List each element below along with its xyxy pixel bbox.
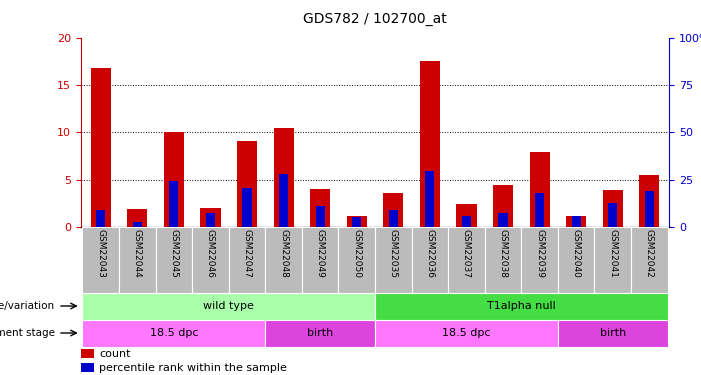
Text: GSM22049: GSM22049: [315, 229, 325, 278]
Text: development stage: development stage: [0, 328, 55, 338]
Text: count: count: [100, 350, 131, 359]
Bar: [375, 292, 667, 320]
Text: GSM22046: GSM22046: [206, 229, 215, 278]
Bar: [631, 227, 667, 292]
Bar: [420, 61, 440, 227]
Text: GSM22037: GSM22037: [462, 229, 471, 278]
Bar: [522, 227, 558, 292]
Bar: [170, 182, 179, 227]
Bar: [608, 203, 618, 227]
Bar: [192, 227, 229, 292]
Bar: [375, 320, 558, 346]
Bar: [119, 227, 156, 292]
Bar: [229, 227, 265, 292]
Text: GSM22040: GSM22040: [572, 229, 580, 278]
Text: GSM22039: GSM22039: [535, 229, 544, 278]
Bar: [156, 227, 192, 292]
Text: birth: birth: [599, 328, 626, 338]
Text: birth: birth: [307, 328, 333, 338]
Text: percentile rank within the sample: percentile rank within the sample: [100, 363, 287, 374]
Bar: [128, 209, 147, 227]
Bar: [339, 227, 375, 292]
Bar: [347, 216, 367, 227]
Bar: [389, 210, 398, 227]
Bar: [315, 206, 325, 227]
Bar: [493, 185, 513, 227]
Bar: [164, 132, 184, 227]
Bar: [83, 320, 265, 346]
Text: GSM22043: GSM22043: [96, 229, 105, 278]
Bar: [375, 227, 411, 292]
Bar: [448, 227, 485, 292]
Text: GSM22042: GSM22042: [645, 229, 654, 278]
Bar: [237, 141, 257, 227]
Text: GSM22035: GSM22035: [389, 229, 398, 278]
Bar: [81, 350, 93, 358]
Bar: [90, 68, 111, 227]
Text: T1alpha null: T1alpha null: [487, 301, 556, 311]
Bar: [462, 216, 471, 227]
Text: GSM22045: GSM22045: [170, 229, 178, 278]
Bar: [81, 363, 93, 372]
Bar: [96, 210, 105, 227]
Bar: [83, 292, 375, 320]
Bar: [200, 208, 221, 227]
Text: GDS782 / 102700_at: GDS782 / 102700_at: [303, 12, 447, 26]
Bar: [498, 213, 508, 227]
Text: GSM22044: GSM22044: [132, 229, 142, 278]
Bar: [639, 175, 660, 227]
Bar: [558, 320, 667, 346]
Bar: [273, 128, 294, 227]
Text: GSM22038: GSM22038: [498, 229, 508, 278]
Bar: [603, 190, 622, 227]
Text: genotype/variation: genotype/variation: [0, 301, 55, 311]
Bar: [558, 227, 594, 292]
Bar: [594, 227, 631, 292]
Text: GSM22036: GSM22036: [426, 229, 435, 278]
Text: GSM22047: GSM22047: [243, 229, 252, 278]
Bar: [456, 204, 477, 227]
Bar: [529, 152, 550, 227]
Bar: [265, 320, 375, 346]
Bar: [645, 191, 654, 227]
Text: 18.5 dpc: 18.5 dpc: [442, 328, 491, 338]
Bar: [426, 171, 435, 227]
Text: wild type: wild type: [203, 301, 254, 311]
Text: GSM22048: GSM22048: [279, 229, 288, 278]
Bar: [265, 227, 302, 292]
Bar: [383, 193, 403, 227]
Text: 18.5 dpc: 18.5 dpc: [149, 328, 198, 338]
Bar: [485, 227, 522, 292]
Bar: [310, 189, 330, 227]
Bar: [243, 188, 252, 227]
Bar: [302, 227, 339, 292]
Bar: [206, 213, 215, 227]
Text: GSM22041: GSM22041: [608, 229, 618, 278]
Bar: [352, 217, 361, 227]
Text: GSM22050: GSM22050: [352, 229, 361, 278]
Bar: [535, 193, 544, 227]
Bar: [411, 227, 448, 292]
Bar: [132, 222, 142, 227]
Bar: [279, 174, 288, 227]
Bar: [566, 216, 586, 227]
Bar: [571, 216, 580, 227]
Bar: [83, 227, 119, 292]
